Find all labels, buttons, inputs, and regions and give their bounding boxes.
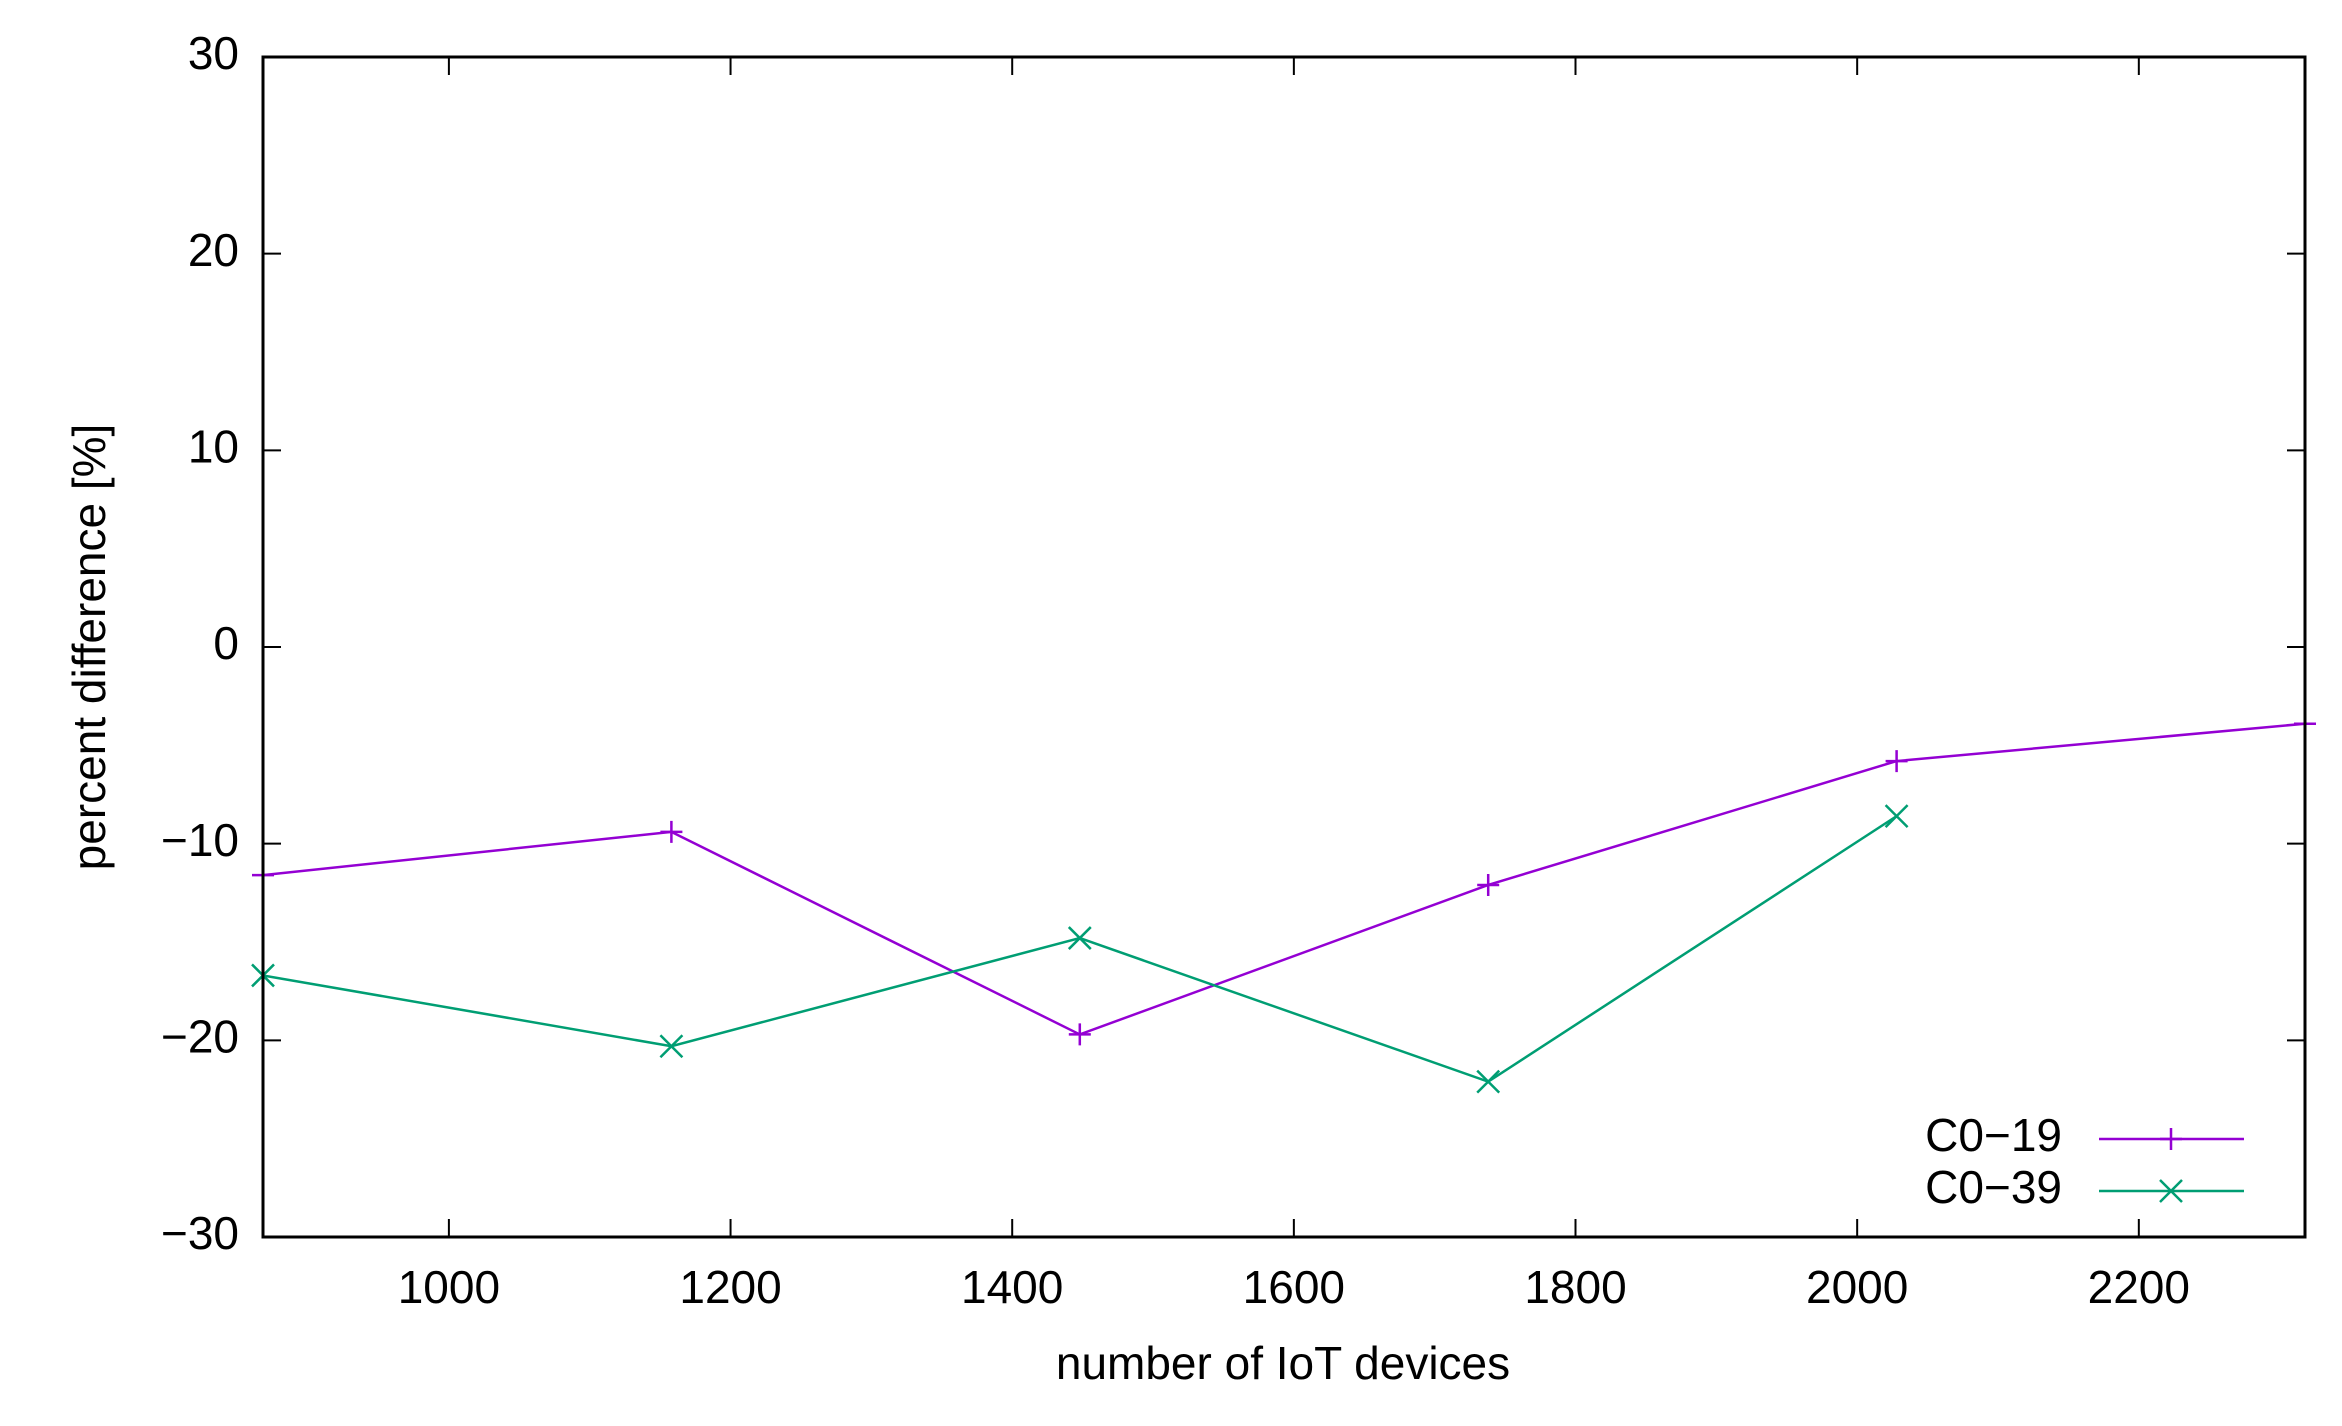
x-tick-label: 2000: [1806, 1261, 1908, 1313]
legend-label: C0−39: [1925, 1161, 2062, 1213]
y-tick-label: −30: [161, 1207, 239, 1259]
x-tick-label: 2200: [2088, 1261, 2190, 1313]
y-tick-label: −10: [161, 814, 239, 866]
y-tick-label: 10: [188, 420, 239, 472]
x-tick-label: 1600: [1243, 1261, 1345, 1313]
legend-marker: [2159, 1179, 2183, 1203]
series-line: [263, 722, 2305, 1036]
x-tick-label: 1200: [679, 1261, 781, 1313]
x-tick-label: 1800: [1524, 1261, 1626, 1313]
data-point: [1067, 926, 1092, 950]
y-axis-label: percent difference [%]: [63, 424, 115, 871]
x-axis-label: number of IoT devices: [1056, 1337, 1510, 1389]
y-tick-label: 20: [188, 224, 239, 276]
x-tick-label: 1400: [961, 1261, 1063, 1313]
data-point: [660, 820, 683, 843]
data-point: [1476, 1069, 1501, 1094]
data-point: [1068, 1023, 1091, 1046]
data-point: [1884, 804, 1909, 829]
plot-frame: [261, 55, 2307, 1239]
y-tick-label: 30: [188, 27, 239, 79]
data-point: [1477, 873, 1500, 896]
legend-label: C0−19: [1925, 1109, 2062, 1161]
data-point: [659, 1034, 684, 1059]
x-tick-label: 1000: [398, 1261, 500, 1313]
legend-marker: [2160, 1128, 2182, 1150]
data-point: [1885, 750, 1908, 773]
y-tick-label: 0: [213, 617, 239, 669]
y-tick-label: −20: [161, 1010, 239, 1062]
